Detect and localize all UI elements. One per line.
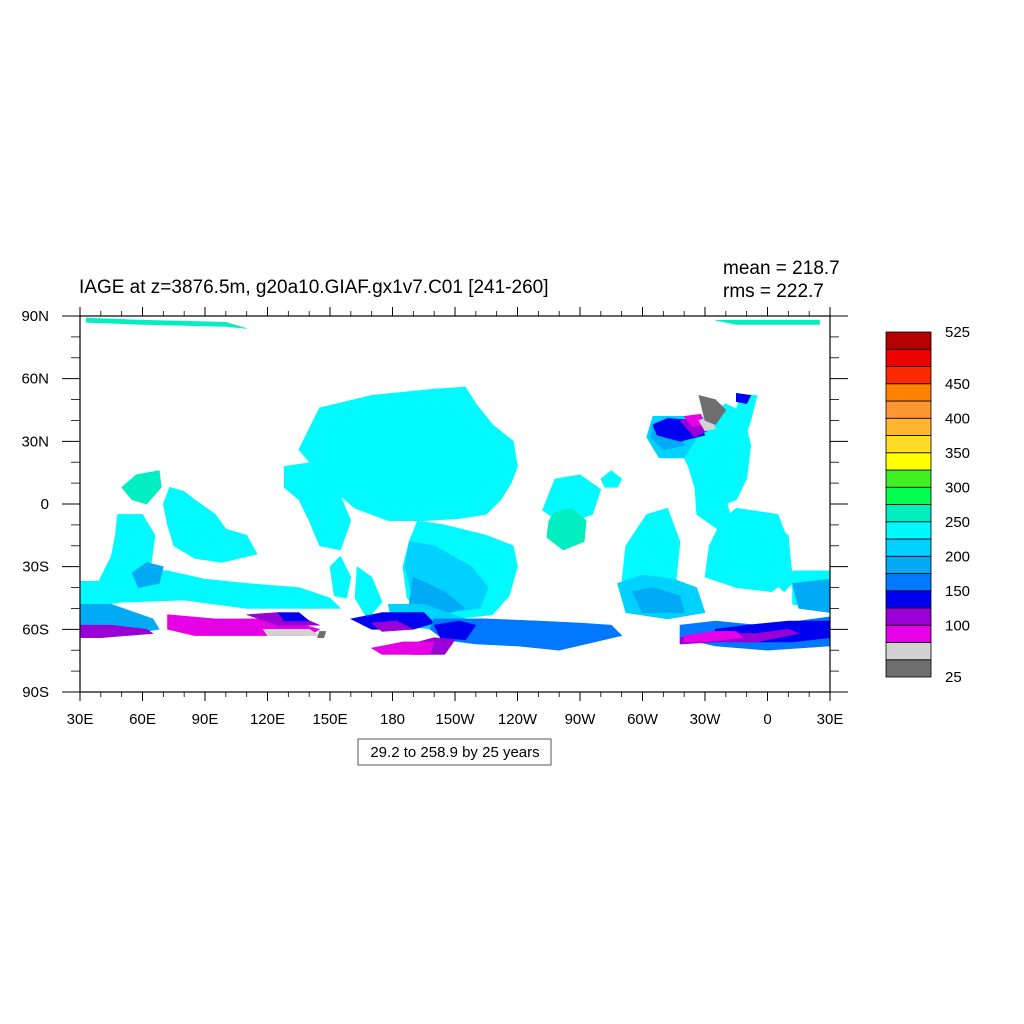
colorbar-label: 25 <box>945 669 962 686</box>
region-cape-blue <box>792 578 830 613</box>
colorbar-label: 350 <box>945 445 970 462</box>
colorbar-swatch <box>885 573 932 592</box>
colorbar-swatch <box>885 607 932 626</box>
map-plot-area <box>80 316 830 692</box>
x-tick-label: 180 <box>380 711 405 728</box>
colorbar-swatch <box>885 469 932 488</box>
colorbar-label: 150 <box>945 583 970 600</box>
colorbar: 525 450 400 350 300 250 200 150 100 25 <box>885 324 970 686</box>
region-argentine-inner <box>631 587 685 613</box>
x-tick-label: 30E <box>67 711 94 728</box>
y-tick-label: 30N <box>21 433 49 450</box>
region-australian-antarctic-blue <box>277 612 311 622</box>
y-tick-label: 30S <box>22 559 49 576</box>
range-note-box <box>357 738 552 766</box>
colorbar-label: 400 <box>945 410 970 427</box>
map-axes: 30E 60E 90E 120E 150E 180 150W 120W 90W 60W 30W 0 30… <box>21 307 848 728</box>
colorbar-swatch <box>885 590 932 609</box>
range-note: 29.2 to 258.9 by 25 years <box>370 744 539 761</box>
colorbar-swatch <box>885 400 932 419</box>
region-australian-dark <box>317 631 327 639</box>
region-arabian-sea <box>121 470 162 505</box>
y-tick-label: 0 <box>41 496 49 513</box>
colorbar-swatch <box>885 624 932 643</box>
region-west-pacific <box>283 461 352 551</box>
x-tick-label: 90W <box>565 711 597 728</box>
colorbar-swatch <box>885 642 932 661</box>
y-tick-label: 90N <box>21 308 49 325</box>
colorbar-swatch <box>885 538 932 557</box>
x-tick-label: 60W <box>627 711 659 728</box>
region-australian-light <box>262 628 321 636</box>
region-mid-atlantic <box>694 482 731 530</box>
region-amundsen-blue <box>433 620 477 641</box>
x-tick-label: 60E <box>129 711 156 728</box>
colorbar-label: 200 <box>945 548 970 565</box>
x-tick-label: 30W <box>690 711 722 728</box>
colorbar-label: 450 <box>945 376 970 393</box>
y-tick-label: 60S <box>22 621 49 638</box>
x-tick-label: 90E <box>192 711 219 728</box>
x-tick-label: 30E <box>817 711 844 728</box>
region-greenland-dark <box>698 394 727 425</box>
colorbar-label: 250 <box>945 514 970 531</box>
region-kermadec <box>354 566 383 620</box>
region-tasman <box>329 555 352 599</box>
colorbar-label: 525 <box>945 324 970 341</box>
colorbar-swatch <box>885 486 932 505</box>
colorbar-swatch <box>885 417 932 436</box>
x-tick-label: 120E <box>250 711 285 728</box>
region-arctic-east <box>715 319 820 325</box>
region-west-indian-blue <box>131 562 164 588</box>
colorbar-swatch <box>885 504 932 523</box>
colorbar-swatch <box>885 452 932 471</box>
region-caribbean <box>600 470 623 488</box>
region-amundsen-mag <box>370 641 435 655</box>
colorbar-swatch <box>885 331 932 350</box>
region-guatemala <box>546 507 587 551</box>
region-arctic-west <box>86 317 247 329</box>
x-tick-label: 150E <box>312 711 347 728</box>
region-na-east <box>729 395 758 446</box>
region-weddell-mag <box>683 631 744 643</box>
colorbar-swatch <box>885 348 932 367</box>
colorbar-label: 100 <box>945 617 970 634</box>
region-nordic <box>735 392 752 405</box>
colorbar-swatch <box>885 383 932 402</box>
region-ross-purple <box>370 620 415 632</box>
stat-mean: mean = 218.7 <box>723 258 840 279</box>
region-indian-ocean-north <box>162 486 258 563</box>
x-tick-label: 120W <box>498 711 538 728</box>
y-tick-label: 60N <box>21 371 49 388</box>
colorbar-swatch <box>885 366 932 385</box>
stat-rms: rms = 222.7 <box>723 281 824 302</box>
colorbar-swatch <box>885 435 932 454</box>
region-angola <box>756 513 793 593</box>
colorbar-swatch <box>885 555 932 574</box>
colorbar-label: 300 <box>945 479 970 496</box>
map-title: IAGE at z=3876.5m, g20a10.GIAF.gx1v7.C01… <box>79 277 549 298</box>
x-tick-label: 150W <box>435 711 475 728</box>
y-tick-label: 90S <box>22 684 49 701</box>
colorbar-swatch <box>885 521 932 540</box>
x-tick-label: 0 <box>763 711 771 728</box>
colorbar-swatch <box>885 659 932 678</box>
region-so-indian-purple <box>80 624 154 639</box>
